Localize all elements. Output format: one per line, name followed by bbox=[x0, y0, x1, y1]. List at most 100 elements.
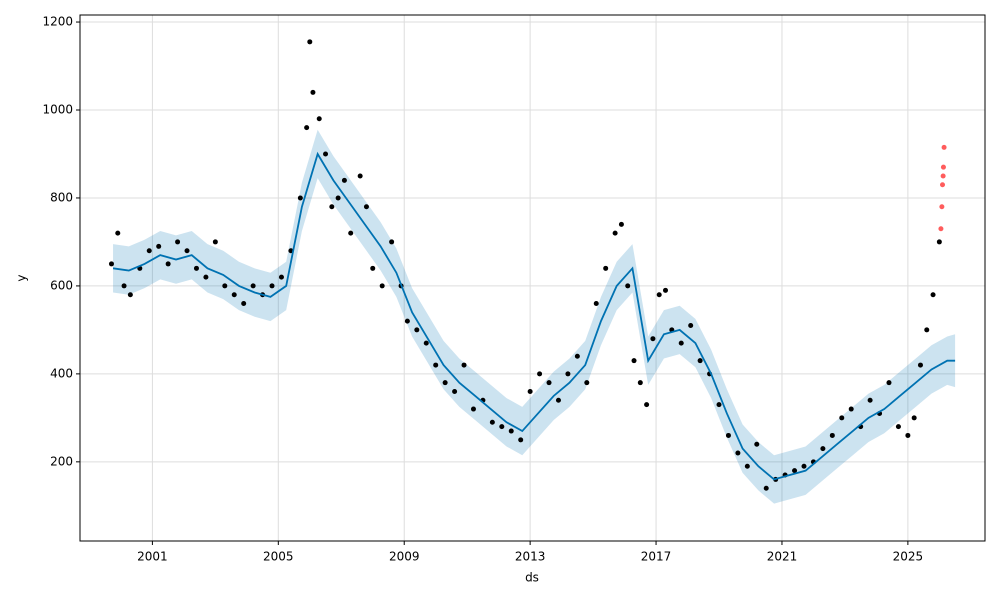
observed-point bbox=[662, 287, 668, 293]
observed-point bbox=[297, 195, 303, 201]
observed-point bbox=[917, 362, 923, 368]
observed-point bbox=[688, 322, 694, 328]
observed-point bbox=[231, 292, 237, 298]
observed-point bbox=[175, 239, 181, 245]
y-tick-label: 800 bbox=[50, 190, 73, 204]
observed-point bbox=[763, 485, 769, 491]
observed-point bbox=[165, 261, 171, 267]
observed-point bbox=[886, 380, 892, 386]
observed-point bbox=[489, 419, 495, 425]
y-tick-label: 1000 bbox=[42, 102, 73, 116]
observed-point bbox=[656, 292, 662, 298]
observed-point bbox=[867, 397, 873, 403]
observed-point bbox=[146, 248, 152, 254]
observed-point bbox=[936, 239, 942, 245]
x-tick-label: 2005 bbox=[263, 550, 294, 564]
observed-point bbox=[404, 318, 410, 324]
x-tick-label: 2009 bbox=[389, 550, 420, 564]
observed-point bbox=[389, 239, 395, 245]
y-tick-label: 600 bbox=[50, 278, 73, 292]
observed-point bbox=[678, 340, 684, 346]
observed-point bbox=[848, 406, 854, 412]
observed-point bbox=[433, 362, 439, 368]
x-tick-label: 2013 bbox=[515, 550, 546, 564]
observed-point bbox=[241, 301, 247, 307]
observed-point bbox=[644, 402, 650, 408]
outlier-point bbox=[941, 144, 947, 150]
observed-point bbox=[278, 274, 284, 280]
observed-point bbox=[555, 397, 561, 403]
observed-point bbox=[452, 388, 458, 394]
observed-point bbox=[470, 406, 476, 412]
observed-point bbox=[637, 380, 643, 386]
x-axis-label: ds bbox=[525, 571, 539, 585]
observed-point bbox=[316, 116, 322, 122]
x-tick-label: 2021 bbox=[767, 550, 798, 564]
observed-point bbox=[820, 446, 826, 452]
outlier-point bbox=[938, 226, 944, 232]
observed-point bbox=[108, 261, 114, 267]
x-tick-label: 2017 bbox=[641, 550, 672, 564]
observed-point bbox=[184, 248, 190, 254]
observed-point bbox=[584, 380, 590, 386]
observed-point bbox=[379, 283, 385, 289]
observed-point bbox=[461, 362, 467, 368]
outlier-point bbox=[940, 164, 946, 170]
observed-point bbox=[518, 437, 524, 443]
x-tick-label: 2001 bbox=[137, 550, 168, 564]
observed-point bbox=[527, 388, 533, 394]
observed-point bbox=[930, 292, 936, 298]
observed-point bbox=[612, 230, 618, 236]
observed-point bbox=[370, 265, 376, 271]
observed-point bbox=[716, 402, 722, 408]
observed-point bbox=[625, 283, 631, 289]
observed-point bbox=[115, 230, 121, 236]
y-axis-label: y bbox=[15, 274, 29, 281]
observed-point bbox=[156, 243, 162, 249]
observed-point bbox=[363, 204, 369, 210]
observed-point bbox=[895, 424, 901, 430]
forecast-line bbox=[112, 151, 956, 481]
observed-point bbox=[744, 463, 750, 469]
observed-point bbox=[754, 441, 760, 447]
observed-point bbox=[735, 450, 741, 456]
observed-point bbox=[792, 468, 798, 474]
observed-point bbox=[348, 230, 354, 236]
observed-point bbox=[499, 424, 505, 430]
y-tick-label: 400 bbox=[50, 366, 73, 380]
observed-point bbox=[593, 301, 599, 307]
observed-point bbox=[801, 463, 807, 469]
observed-point bbox=[618, 221, 624, 227]
observed-point bbox=[905, 432, 911, 438]
observed-point bbox=[212, 239, 218, 245]
observed-point bbox=[537, 371, 543, 377]
observed-point bbox=[203, 274, 209, 280]
observed-point bbox=[121, 283, 127, 289]
observed-point bbox=[829, 432, 835, 438]
observed-point bbox=[839, 415, 845, 421]
observed-point bbox=[603, 265, 609, 271]
observed-point bbox=[127, 292, 133, 298]
observed-point bbox=[697, 358, 703, 364]
observed-point bbox=[574, 353, 580, 359]
y-tick-label: 1200 bbox=[42, 15, 73, 29]
observed-point bbox=[423, 340, 429, 346]
observed-point bbox=[269, 283, 275, 289]
outlier-point bbox=[939, 204, 945, 210]
outlier-point bbox=[940, 182, 946, 188]
observed-point bbox=[307, 39, 313, 45]
observed-point bbox=[414, 327, 420, 333]
x-tick-label: 2025 bbox=[893, 550, 924, 564]
observed-point bbox=[725, 432, 731, 438]
observed-point bbox=[335, 195, 341, 201]
y-tick-label: 200 bbox=[50, 454, 73, 468]
observed-point bbox=[329, 204, 335, 210]
plot-frame bbox=[79, 14, 986, 542]
outlier-point bbox=[940, 173, 946, 179]
observed-point bbox=[508, 428, 514, 434]
observed-point bbox=[650, 336, 656, 342]
uncertainty-band bbox=[113, 129, 956, 504]
observed-point bbox=[250, 283, 256, 289]
observed-point bbox=[323, 151, 329, 157]
